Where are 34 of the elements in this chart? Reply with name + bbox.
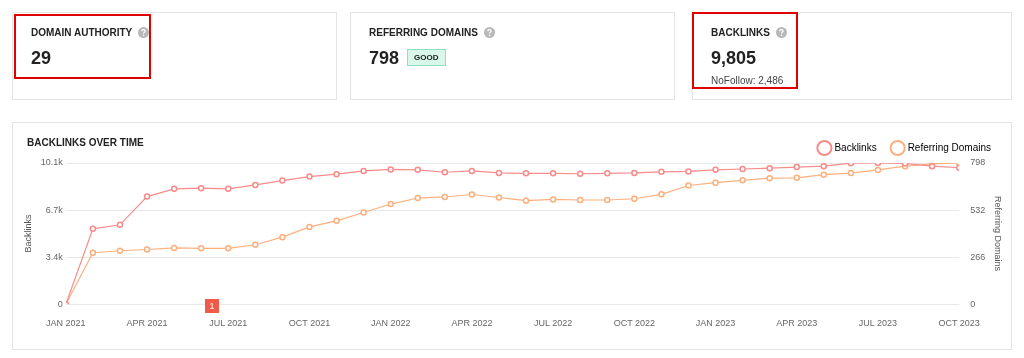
x-tick-label: OCT 2023 <box>938 318 980 329</box>
x-tick-label: APR 2021 <box>126 318 168 329</box>
y-tick-label: 10.1k <box>40 157 64 168</box>
text: DOMAIN AUTHORITY <box>31 27 133 38</box>
text: 29 <box>31 48 52 69</box>
x-tick-label: JUL 2021 <box>209 318 248 329</box>
text: 798 <box>369 48 400 69</box>
y2-tick-label: 532 <box>970 204 986 215</box>
legend-label: Backlinks <box>834 141 877 153</box>
text: GOOD <box>407 49 446 66</box>
y2-axis-title: Referring Domains <box>993 196 1004 272</box>
y-tick-label: 0 <box>57 298 63 309</box>
x-tick-label: JAN 2021 <box>46 318 86 329</box>
x-tick-label: OCT 2021 <box>288 318 331 329</box>
x-tick-label: APR 2023 <box>776 318 818 329</box>
x-tick-label: APR 2022 <box>451 318 493 329</box>
y2-tick-label: 798 <box>970 157 986 168</box>
annotation: 1 <box>205 299 219 313</box>
x-tick-label: JUL 2022 <box>534 318 573 329</box>
x-tick-label: JAN 2022 <box>370 318 411 329</box>
y-tick-label: 3.4k <box>45 251 64 262</box>
y2-tick-label: 266 <box>970 251 986 262</box>
y-axis-title: Backlinks <box>22 214 33 253</box>
x-tick-label: OCT 2022 <box>613 318 655 329</box>
y-tick-label: 6.7k <box>45 204 64 215</box>
text: 9,805 <box>711 48 757 69</box>
text: BACKLINKS <box>711 27 770 38</box>
y2-tick-label: 0 <box>970 298 976 309</box>
legend-label: Referring Domains <box>907 141 992 153</box>
text: REFERRING DOMAINS <box>369 27 478 38</box>
x-tick-label: JAN 2023 <box>695 318 736 329</box>
chart-title: BACKLINKS OVER TIME <box>27 137 144 148</box>
text: NoFollow: 2,486 <box>711 75 785 86</box>
x-tick-label: JUL 2023 <box>858 318 898 329</box>
